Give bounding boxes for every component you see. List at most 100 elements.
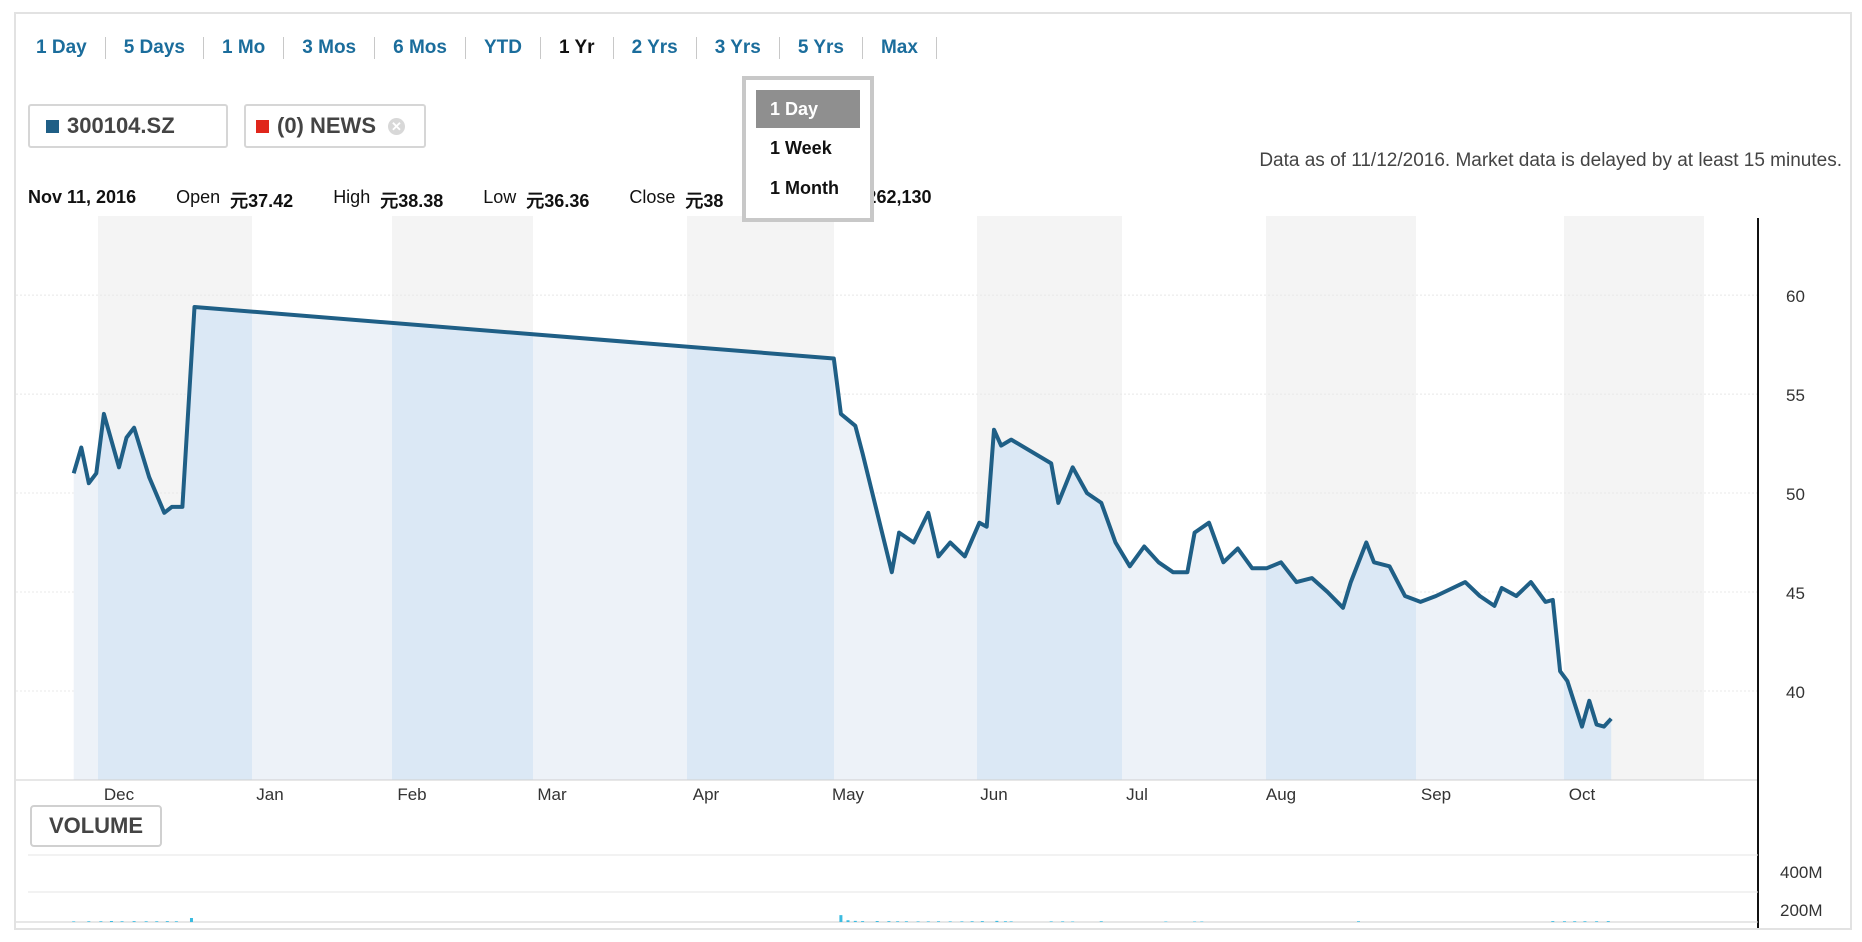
- quote-date: Nov 11, 2016: [28, 187, 137, 207]
- range-2-yrs[interactable]: 2 Yrs: [614, 37, 697, 59]
- volume-bar: [980, 921, 984, 922]
- volume-bar: [1573, 921, 1577, 922]
- volume-bar: [1061, 921, 1065, 922]
- y-tick-label: 50: [1786, 485, 1805, 504]
- news-swatch: [256, 119, 269, 133]
- volume-bar: [144, 921, 148, 922]
- x-tick-label: Mar: [537, 785, 567, 804]
- volume-bar: [99, 921, 103, 922]
- range-selector: 1 Day 5 Days 1 Mo 3 Mos 6 Mos YTD 1 Yr 2…: [24, 34, 937, 62]
- low-value: 元36.36: [526, 191, 590, 211]
- month-band: [1564, 216, 1704, 780]
- volume-bar: [960, 921, 964, 922]
- range-3-mos[interactable]: 3 Mos: [284, 37, 376, 59]
- x-tick-label: Oct: [1569, 785, 1596, 804]
- volume-bar: [1551, 921, 1555, 922]
- symbol-swatch: [46, 119, 59, 133]
- range-6-mos[interactable]: 6 Mos: [375, 37, 466, 59]
- interval-1-day[interactable]: 1 Day: [756, 90, 860, 128]
- volume-bar: [995, 920, 999, 922]
- volume-tick-label: 200M: [1780, 901, 1823, 920]
- area-band: [533, 307, 687, 780]
- volume-tick-label: 400M: [1780, 863, 1823, 882]
- symbol-tag[interactable]: 300104.SZ: [28, 104, 228, 148]
- data-as-of: Data as of 11/12/2016. Market data is de…: [1259, 150, 1842, 171]
- range-3-yrs[interactable]: 3 Yrs: [697, 37, 780, 59]
- volume-bar: [1071, 921, 1075, 922]
- range-ytd[interactable]: YTD: [466, 37, 541, 59]
- volume-bar: [1164, 921, 1168, 922]
- interval-dropdown: 1 Day 1 Week 1 Month: [742, 76, 874, 222]
- x-tick-label: May: [832, 785, 865, 804]
- x-tick-label: Feb: [397, 785, 426, 804]
- area-band: [252, 307, 392, 780]
- symbol-label: 300104.SZ: [67, 113, 175, 138]
- range-5-days[interactable]: 5 Days: [106, 37, 204, 59]
- volume-bar: [1049, 921, 1053, 922]
- volume-bar: [1606, 921, 1610, 922]
- x-tick-label: Sep: [1421, 785, 1451, 804]
- volume-bar: [174, 921, 178, 922]
- close-label: Close: [629, 187, 676, 207]
- volume-bar: [87, 921, 91, 922]
- open-value: 元37.42: [230, 191, 294, 211]
- x-tick-label: Jul: [1126, 785, 1148, 804]
- volume-bar: [1357, 921, 1360, 922]
- volume-bar: [896, 921, 900, 922]
- x-tick-label: Aug: [1266, 785, 1296, 804]
- volume-bar: [948, 921, 952, 922]
- x-tick-label: Jan: [256, 785, 283, 804]
- volume-bar: [1200, 921, 1204, 922]
- volume-bar: [937, 921, 941, 922]
- x-tick-label: Dec: [104, 785, 135, 804]
- y-tick-label: 55: [1786, 386, 1805, 405]
- range-max[interactable]: Max: [863, 37, 937, 59]
- volume-bar: [926, 921, 930, 922]
- volume-bar: [875, 921, 879, 922]
- volume-bar: [1009, 921, 1013, 922]
- volume-bar: [189, 918, 193, 922]
- area-band: [687, 307, 834, 780]
- volume-bar: [970, 921, 974, 922]
- volume-bar: [904, 921, 908, 922]
- chart-frame: [14, 12, 1852, 930]
- volume-bar: [853, 920, 857, 922]
- y-tick-label: 60: [1786, 287, 1805, 306]
- volume-bar: [155, 921, 159, 922]
- y-tick-label: 40: [1786, 683, 1805, 702]
- x-tick-label: Jun: [980, 785, 1007, 804]
- range-1-day[interactable]: 1 Day: [24, 37, 106, 59]
- interval-1-week[interactable]: 1 Week: [770, 138, 832, 158]
- high-value: 元38.38: [380, 191, 444, 211]
- area-band: [392, 307, 533, 780]
- volume-bar: [1193, 921, 1197, 922]
- volume-bar: [1583, 921, 1587, 922]
- remove-icon[interactable]: ✕: [388, 117, 405, 135]
- volume-bar: [916, 921, 920, 922]
- volume-bar: [132, 921, 136, 922]
- volume-bar: [1562, 921, 1566, 922]
- high-label: High: [333, 187, 371, 207]
- volume-bar: [846, 920, 850, 922]
- volume-bar: [1003, 921, 1007, 922]
- range-1-yr[interactable]: 1 Yr: [541, 37, 614, 59]
- y-tick-label: 45: [1786, 584, 1805, 603]
- volume-bar: [887, 921, 891, 922]
- volume-bar: [861, 921, 865, 922]
- x-tick-label: Apr: [693, 785, 720, 804]
- news-label: (0) NEWS: [277, 113, 376, 138]
- news-tag[interactable]: (0) NEWS ✕: [244, 104, 426, 148]
- volume-bar: [72, 921, 76, 922]
- open-label: Open: [176, 187, 221, 207]
- volume-bar: [1595, 921, 1599, 922]
- volume-bar: [839, 915, 843, 922]
- volume-bar: [120, 921, 124, 922]
- price-line: [71, 305, 1613, 729]
- range-1-mo[interactable]: 1 Mo: [204, 37, 285, 59]
- volume-bar: [165, 921, 169, 922]
- range-5-yrs[interactable]: 5 Yrs: [780, 37, 863, 59]
- volume-button[interactable]: VOLUME: [30, 805, 162, 847]
- volume-bar: [109, 921, 113, 922]
- interval-1-month[interactable]: 1 Month: [770, 178, 839, 198]
